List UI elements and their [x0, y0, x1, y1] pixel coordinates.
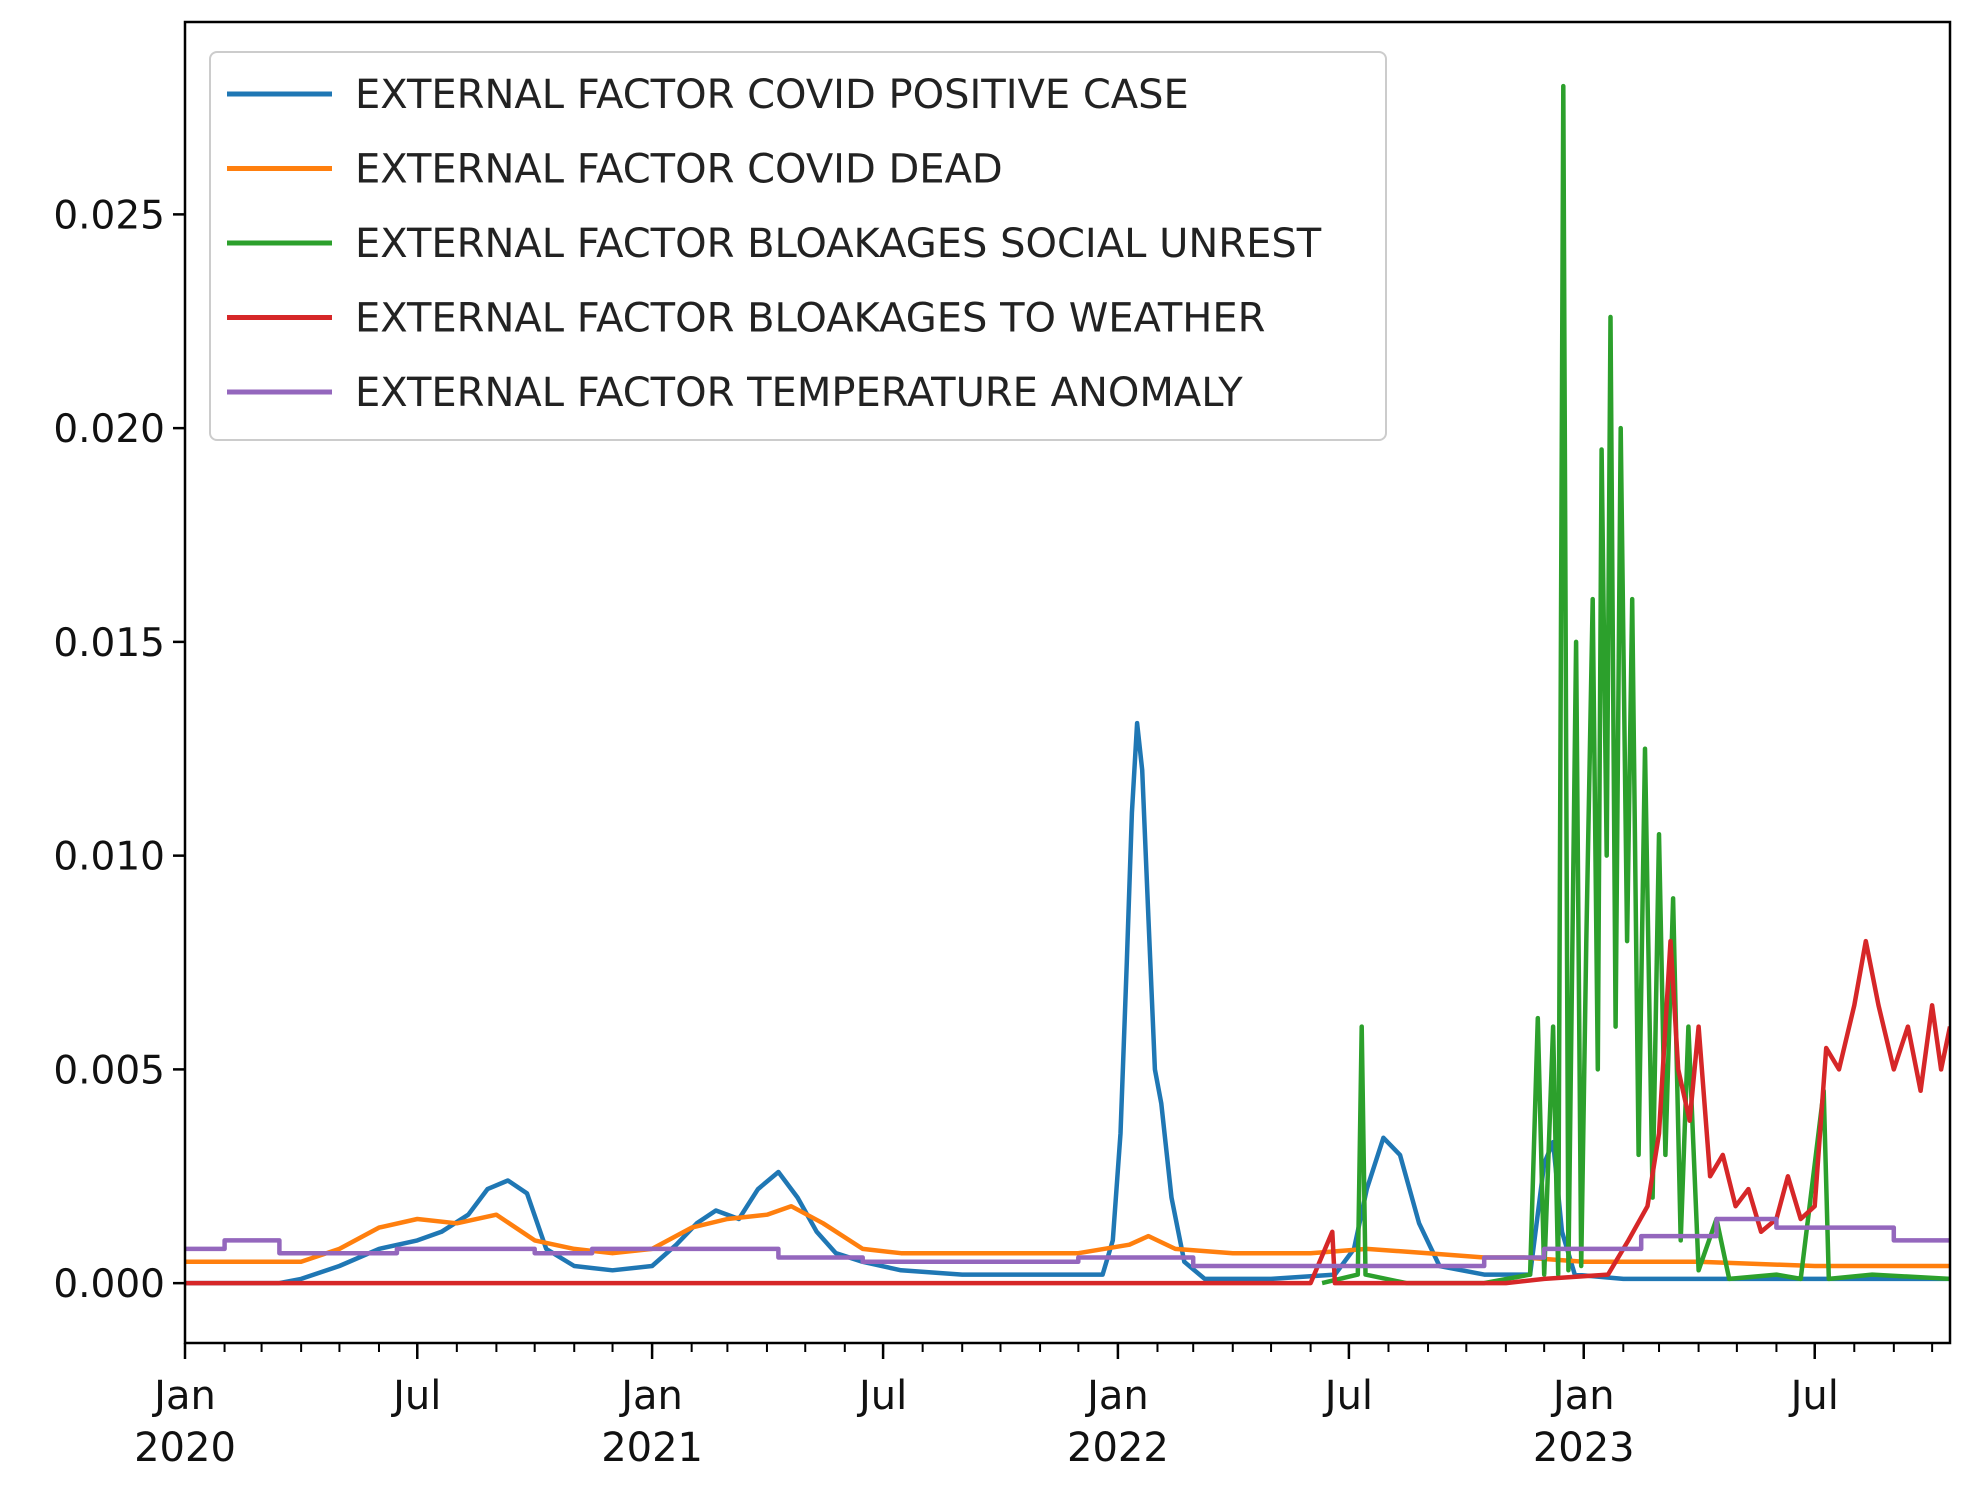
- plot-frame: [183, 20, 1952, 1345]
- series-line-2: [185, 1203, 1950, 1269]
- y-tick-label: 0.000: [53, 1262, 165, 1307]
- y-tick-label: 0.015: [53, 621, 165, 666]
- x-tick-label-month: Jul: [1788, 1373, 1839, 1419]
- legend-label-1: EXTERNAL FACTOR COVID POSITIVE CASE: [355, 72, 1189, 118]
- legend: EXTERNAL FACTOR COVID POSITIVE CASE EXTER…: [209, 51, 1387, 441]
- y-tick-label: 0.020: [53, 407, 165, 452]
- y-tick-label: 0.010: [53, 835, 165, 880]
- x-tick-label-month: Jan: [1550, 1373, 1615, 1419]
- legend-label-3: EXTERNAL FACTOR BLOAKAGES SOCIAL UNREST: [355, 221, 1322, 267]
- x-tick-label-month: Jul: [390, 1373, 441, 1419]
- axes: 0.000 0.005 0.010 0.015 0.020 0.025 Jan 2020 Jul…: [53, 20, 1952, 1471]
- series-line-3: [1321, 83, 1950, 1286]
- x-tick-label-month: Jul: [856, 1373, 907, 1419]
- x-tick-label-year: 2020: [134, 1425, 236, 1471]
- series-line-5: [185, 1216, 1950, 1269]
- y-tick-label: 0.005: [53, 1048, 165, 1093]
- legend-label-5: EXTERNAL FACTOR TEMPERATURE ANOMALY: [355, 370, 1243, 416]
- legend-label-4: EXTERNAL FACTOR BLOAKAGES TO WEATHER: [355, 296, 1265, 342]
- legend-label-2: EXTERNAL FACTOR COVID DEAD: [355, 147, 1003, 193]
- x-tick-label-year: 2023: [1533, 1425, 1635, 1471]
- x-tick-label-year: 2021: [601, 1425, 703, 1471]
- y-tick-label: 0.025: [53, 193, 165, 238]
- series-line-4: [185, 938, 1950, 1286]
- x-tick-label-month: Jan: [1084, 1373, 1149, 1419]
- series-lines: [185, 83, 1950, 1286]
- x-tick-label-month: Jan: [151, 1373, 216, 1419]
- plot-area: [185, 83, 1950, 1286]
- x-tick-label-year: 2022: [1067, 1425, 1169, 1471]
- legend-box: [209, 51, 1387, 441]
- x-tick-label-month: Jul: [1322, 1373, 1373, 1419]
- series-line-1: [185, 720, 1950, 1286]
- x-tick-label-month: Jan: [618, 1373, 683, 1419]
